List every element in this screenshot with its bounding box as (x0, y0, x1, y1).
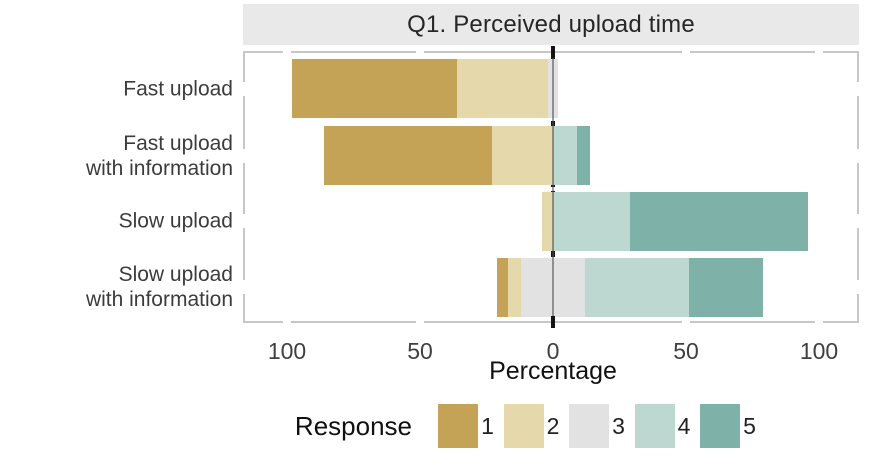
legend-label: 3 (612, 412, 625, 439)
bar-segment-response-1 (292, 59, 458, 118)
category-label: Slow upload with information (0, 262, 233, 312)
plot-border-left (243, 51, 245, 323)
category-label: Fast upload with information (0, 131, 233, 181)
bar-segment-response-4 (553, 192, 631, 251)
plot-area (243, 46, 859, 328)
legend-swatch-response-1 (438, 404, 478, 448)
legend-swatch-response-2 (503, 404, 544, 448)
x-tick-label: 100 (799, 338, 839, 364)
category-tick-break-left (243, 82, 245, 96)
axis-tick-break-top (283, 51, 291, 53)
category-label-line: Slow upload (118, 263, 233, 286)
bar-segment-response-2 (457, 59, 548, 118)
axis-tick-break-bottom (416, 321, 424, 323)
legend-title: Response (294, 410, 412, 441)
category-label-line: Fast upload (123, 131, 233, 155)
category-tick-break-right (857, 214, 859, 228)
axis-tick-break-top (815, 51, 823, 53)
bar-segment-response-2 (491, 126, 553, 185)
bar-segment-response-1 (324, 126, 492, 185)
x-tick-label: 0 (546, 338, 560, 364)
legend-label: 5 (743, 412, 756, 439)
axis-tick-break-bottom (682, 321, 690, 323)
legend-label: 4 (677, 412, 691, 439)
category-tick-break-left (243, 148, 245, 163)
x-tick-label: 50 (673, 338, 699, 364)
chart-title-strip: Q1. Perceived upload time (243, 4, 859, 45)
x-axis-title: Percentage (489, 357, 617, 385)
axis-tick-break-bottom (283, 321, 291, 323)
bar-segment-response-5 (688, 258, 764, 317)
axis-tick-break-top (682, 51, 690, 53)
legend-label: 1 (481, 412, 494, 439)
category-tick-break-left (243, 280, 245, 294)
plot-border-right (857, 51, 859, 323)
bar-segment-response-5 (576, 126, 591, 185)
x-tick-label: 100 (267, 338, 307, 364)
legend-swatch-response-3 (569, 404, 609, 448)
category-tick-break-right (857, 280, 859, 294)
legend-label: 2 (546, 412, 560, 439)
legend-swatch-response-4 (634, 404, 675, 448)
zero-tick-top (550, 46, 556, 58)
bar-segment-response-1 (497, 258, 508, 317)
bar-segment-response-4 (553, 126, 577, 185)
legend-swatch-response-5 (700, 404, 740, 448)
category-tick-break-right (857, 82, 859, 96)
category-label-line: Slow upload (118, 209, 233, 233)
chart-title: Q1. Perceived upload time (407, 10, 695, 38)
category-tick-break-left (243, 214, 245, 228)
category-label: Slow upload (0, 209, 233, 234)
bar-segment-response-2 (542, 192, 553, 251)
category-label-line: with information (85, 288, 233, 311)
bar-segment-response-2 (507, 258, 522, 317)
category-label-line: with information (85, 156, 233, 180)
category-tick-break-right (857, 148, 859, 163)
category-label-line: Fast upload (123, 77, 233, 101)
bar-segment-response-5 (630, 192, 809, 251)
x-tick-label: 50 (407, 338, 433, 364)
zero-tick-bottom (550, 316, 556, 328)
zero-line-overlay (552, 51, 554, 323)
category-label: Fast upload (0, 77, 233, 102)
axis-tick-break-bottom (815, 321, 823, 323)
bar-segment-response-4 (584, 258, 689, 317)
axis-tick-break-top (416, 51, 424, 53)
